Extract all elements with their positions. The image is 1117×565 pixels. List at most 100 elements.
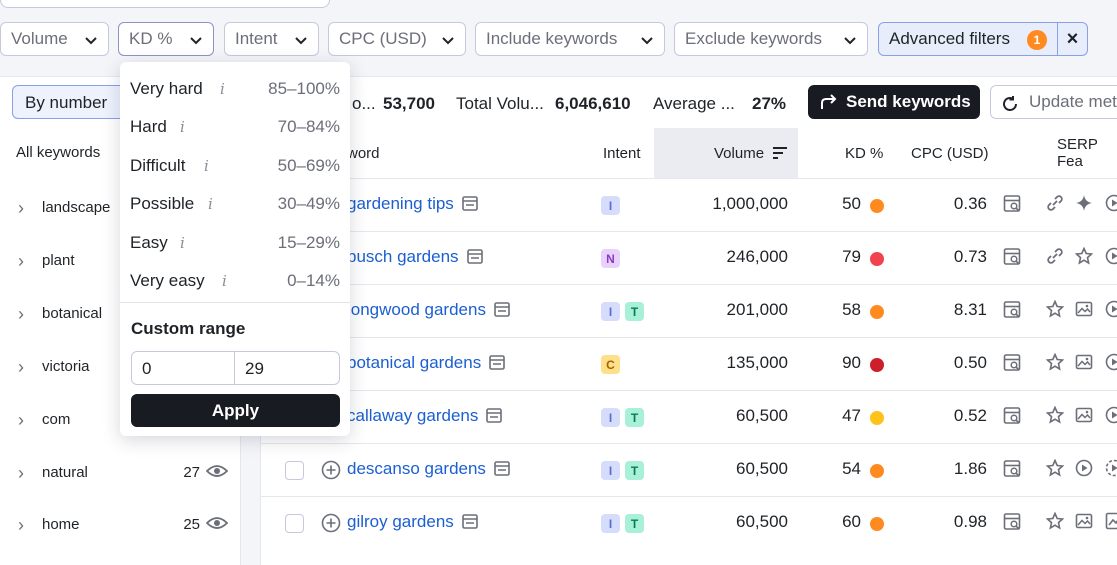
kd-value: 50 bbox=[842, 194, 861, 213]
serp-snapshot-icon[interactable] bbox=[489, 355, 506, 370]
update-metrics-button[interactable]: Update met bbox=[990, 85, 1117, 119]
group-item[interactable]: › home 25 bbox=[0, 507, 241, 559]
group-count: 27 bbox=[183, 464, 200, 481]
volume-value: 60,500 bbox=[736, 512, 788, 531]
table-row[interactable]: gardening tips I 1,000,000 50 0.36 bbox=[261, 178, 1117, 231]
intent-column-header[interactable]: Intent bbox=[603, 144, 641, 162]
star-icon bbox=[1046, 300, 1064, 318]
serp-snapshot-icon[interactable] bbox=[486, 408, 503, 423]
table-row[interactable]: longwood gardens I T 201,000 58 8.31 bbox=[261, 284, 1117, 337]
average-kd-label: Average ... bbox=[653, 94, 735, 113]
chevron-right-icon: › bbox=[18, 198, 24, 218]
kd-filter-button[interactable]: KD % bbox=[118, 22, 214, 56]
serp-snapshot-icon[interactable] bbox=[494, 302, 510, 317]
add-keyword-icon[interactable] bbox=[321, 513, 341, 533]
add-keyword-icon[interactable] bbox=[321, 460, 341, 480]
table-row[interactable]: callaway gardens I T 60,500 47 0.52 bbox=[261, 390, 1117, 443]
cpc-filter-button[interactable]: CPC (USD) bbox=[328, 22, 466, 56]
keyword-link[interactable]: longwood gardens bbox=[347, 300, 510, 320]
send-keywords-button[interactable]: Send keywords bbox=[808, 85, 980, 119]
average-kd-value: 27% bbox=[752, 94, 787, 113]
keyword-link[interactable]: callaway gardens bbox=[347, 406, 503, 426]
kd-column-header[interactable]: KD % bbox=[845, 144, 884, 162]
keyword-link[interactable]: botanical gardens bbox=[347, 353, 506, 373]
clear-advanced-filters-button[interactable]: × bbox=[1057, 22, 1088, 56]
info-icon[interactable]: i bbox=[180, 234, 185, 252]
volume-filter-button[interactable]: Volume bbox=[0, 22, 109, 56]
kd-option-hard[interactable]: Hard i 70–84% bbox=[120, 104, 350, 142]
eye-icon[interactable] bbox=[206, 462, 228, 480]
star-icon bbox=[1075, 247, 1093, 265]
image-icon bbox=[1075, 354, 1093, 370]
cpc-filter-label: CPC (USD) bbox=[339, 29, 427, 48]
info-icon[interactable]: i bbox=[220, 80, 225, 98]
serp-search-icon[interactable] bbox=[1003, 353, 1023, 373]
serp-search-icon[interactable] bbox=[1003, 300, 1023, 320]
info-icon[interactable]: i bbox=[180, 118, 185, 136]
serp-search-icon[interactable] bbox=[1003, 406, 1023, 426]
kd-option-possible[interactable]: Possible i 30–49% bbox=[120, 181, 350, 219]
star-icon bbox=[1046, 353, 1064, 371]
kd-from-input[interactable]: 0 bbox=[131, 351, 235, 385]
serp-features-column-header[interactable]: SERP Fea bbox=[1057, 136, 1098, 170]
serp-snapshot-icon[interactable] bbox=[461, 514, 478, 529]
table-row[interactable]: descanso gardens I T 60,500 54 1.86 bbox=[261, 443, 1117, 496]
table-row[interactable]: gilroy gardens I T 60,500 60 0.98 bbox=[261, 496, 1117, 549]
group-item[interactable]: › landscape bbox=[0, 190, 241, 242]
serp-snapshot-icon[interactable] bbox=[462, 196, 478, 211]
intent-filter-button[interactable]: Intent bbox=[224, 22, 319, 56]
table-row[interactable]: busch gardens N 246,000 79 0.73 bbox=[261, 231, 1117, 284]
info-icon[interactable]: i bbox=[208, 195, 213, 213]
volume-value: 60,500 bbox=[736, 406, 788, 425]
group-item[interactable]: › plant bbox=[0, 243, 241, 295]
kd-difficulty-dot bbox=[870, 358, 884, 372]
group-item[interactable]: › com bbox=[0, 402, 241, 454]
kd-to-input[interactable]: 29 bbox=[234, 351, 340, 385]
cpc-column-header[interactable]: CPC (USD) bbox=[911, 144, 989, 162]
group-name: home bbox=[42, 516, 80, 533]
kd-option-very-easy[interactable]: Very easy i 0–14% bbox=[120, 258, 350, 296]
keyword-link[interactable]: busch gardens bbox=[347, 247, 483, 267]
group-name: landscape bbox=[42, 199, 111, 216]
kd-option-very-hard[interactable]: Very hard i 85–100% bbox=[120, 66, 350, 104]
serp-search-icon[interactable] bbox=[1003, 247, 1023, 267]
group-item[interactable]: › victoria bbox=[0, 349, 241, 401]
include-keywords-button[interactable]: Include keywords bbox=[475, 22, 665, 56]
serp-search-icon[interactable] bbox=[1003, 194, 1023, 214]
group-item[interactable]: › botanical bbox=[0, 296, 241, 348]
kd-difficulty-dot bbox=[870, 464, 884, 478]
keyword-link[interactable]: descanso gardens bbox=[347, 459, 510, 479]
keyword-link[interactable]: gardening tips bbox=[347, 194, 478, 214]
kd-option-label: Hard bbox=[130, 117, 167, 136]
kd-option-difficult[interactable]: Difficult i 50–69% bbox=[120, 143, 350, 181]
info-icon[interactable]: i bbox=[204, 157, 209, 175]
serp-search-icon[interactable] bbox=[1003, 512, 1023, 532]
info-icon[interactable]: i bbox=[222, 272, 227, 290]
cpc-value: 0.52 bbox=[953, 406, 987, 425]
keyword-column-header[interactable]: word bbox=[347, 144, 380, 162]
eye-icon[interactable] bbox=[206, 514, 228, 532]
serp-search-icon[interactable] bbox=[1003, 459, 1023, 479]
kd-option-label: Very hard bbox=[130, 79, 203, 98]
group-item[interactable]: › natural 27 bbox=[0, 455, 241, 507]
keyword-text: botanical gardens bbox=[347, 353, 482, 372]
serp-snapshot-icon[interactable] bbox=[494, 461, 510, 476]
row-checkbox[interactable] bbox=[285, 461, 304, 480]
exclude-keywords-button[interactable]: Exclude keywords bbox=[674, 22, 868, 56]
volume-column-header[interactable]: Volume bbox=[654, 128, 798, 178]
top-partial-control[interactable] bbox=[0, 0, 330, 8]
serp-snapshot-icon[interactable] bbox=[466, 249, 483, 264]
keyword-link[interactable]: gilroy gardens bbox=[347, 512, 478, 532]
group-name: plant bbox=[42, 252, 75, 269]
table-row[interactable]: botanical gardens C 135,000 90 0.50 bbox=[261, 337, 1117, 390]
intent-badge: I bbox=[601, 461, 620, 480]
row-checkbox[interactable] bbox=[285, 514, 304, 533]
advanced-filters-button[interactable]: Advanced filters 1 bbox=[878, 22, 1058, 56]
link-icon bbox=[1047, 248, 1063, 264]
group-name: natural bbox=[42, 464, 88, 481]
all-keywords-heading[interactable]: All keywords bbox=[16, 144, 101, 161]
chevron-right-icon: › bbox=[18, 515, 24, 535]
kd-option-easy[interactable]: Easy i 15–29% bbox=[120, 220, 350, 258]
apply-button[interactable]: Apply bbox=[131, 394, 340, 427]
